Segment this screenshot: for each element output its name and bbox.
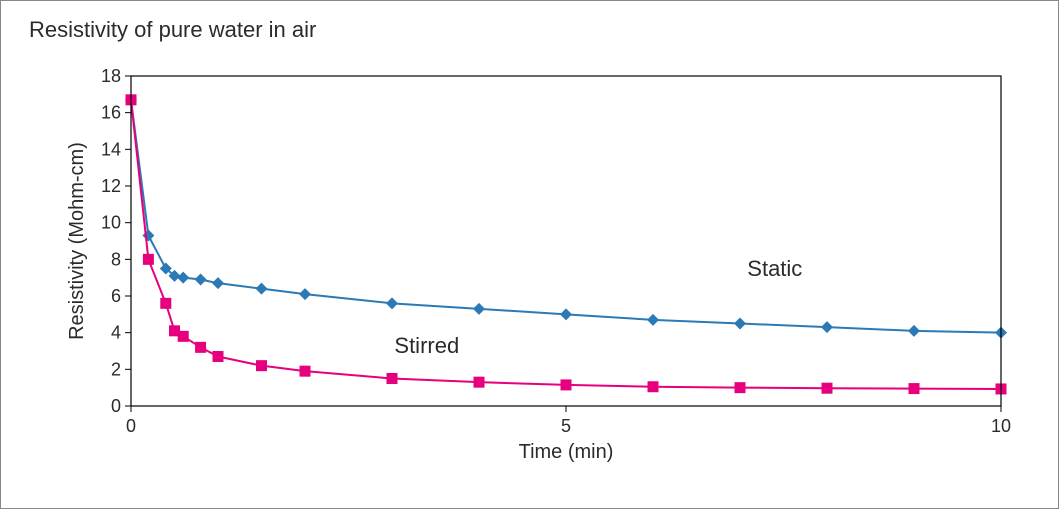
y-tick-label: 10 [101,213,121,233]
y-tick-label: 4 [111,323,121,343]
y-axis-label: Resistivity (Mohm-cm) [66,142,88,340]
series-marker-stirred [648,381,659,392]
series-marker-stirred [213,351,224,362]
series-label-stirred: Stirred [394,333,459,358]
y-tick-label: 8 [111,249,121,269]
y-tick-label: 0 [111,396,121,416]
y-tick-label: 2 [111,359,121,379]
x-axis-label: Time (min) [519,441,614,463]
series-marker-stirred [474,377,485,388]
series-marker-stirred [909,383,920,394]
series-marker-stirred [178,331,189,342]
y-tick-label: 12 [101,176,121,196]
series-marker-stirred [561,379,572,390]
series-marker-stirred [387,373,398,384]
series-marker-stirred [822,383,833,394]
x-tick-label: 0 [126,416,136,436]
series-marker-stirred [195,342,206,353]
chart-area: 0 2 4 6 8 10 12 14 16 18 0 5 10 Time (min) Resistivity… [61,66,1021,486]
x-tick-label: 10 [991,416,1011,436]
chart-frame: Resistivity of pure water in air 0 2 4 6 8 10… [0,0,1059,509]
y-tick-label: 16 [101,103,121,123]
series-marker-stirred [160,298,171,309]
series-label-static: Static [747,256,802,281]
chart-svg: 0 2 4 6 8 10 12 14 16 18 0 5 10 Time (min) Resistivity… [61,66,1021,486]
series-marker-stirred [735,382,746,393]
y-tick-label: 14 [101,139,121,159]
series-marker-stirred [300,366,311,377]
series-marker-stirred [143,254,154,265]
y-tick-label: 18 [101,66,121,86]
chart-title: Resistivity of pure water in air [29,17,316,43]
x-tick-label: 5 [561,416,571,436]
y-tick-label: 6 [111,286,121,306]
series-marker-stirred [256,360,267,371]
